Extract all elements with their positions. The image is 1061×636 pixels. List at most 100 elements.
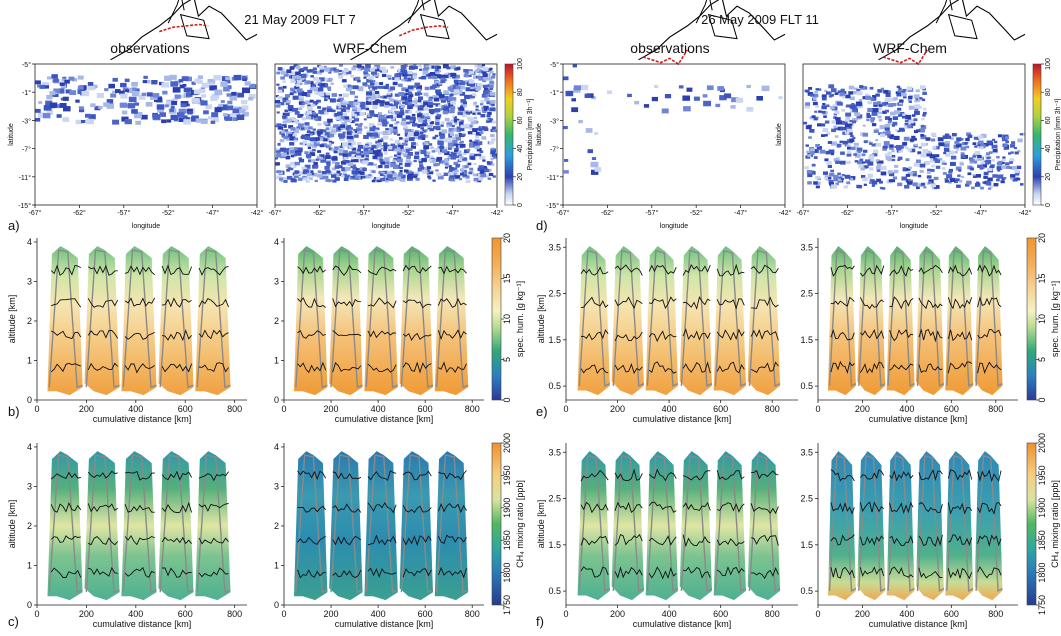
precip-pixel: [275, 148, 279, 151]
precip-pixel: [464, 123, 470, 128]
precip-pixel: [351, 67, 356, 71]
precip-pixel: [1001, 165, 1007, 169]
plot-frame: [274, 63, 498, 206]
contour-line: [918, 501, 943, 514]
precip-pixel: [407, 86, 412, 90]
precip-pixel: [392, 129, 398, 134]
precip-pixel: [859, 158, 864, 162]
precip-pixel: [293, 64, 298, 68]
precip-pixel: [455, 155, 459, 159]
precip-pixel: [435, 80, 440, 84]
colorbar-tick-label: 0: [517, 203, 524, 207]
precip-pixel: [348, 142, 352, 146]
precip-pixel: [414, 97, 418, 101]
contour-line: [332, 362, 362, 373]
precip-pixel: [309, 99, 314, 103]
precip-pixel: [284, 109, 289, 113]
precip-pixel: [353, 118, 359, 122]
precip-pixel: [305, 164, 309, 168]
precip-pixel: [907, 148, 912, 152]
precip-pixel: [478, 76, 484, 81]
precip-pixel: [353, 102, 358, 106]
precip-pixel: [965, 137, 970, 142]
precip-pixel: [997, 169, 1001, 172]
contour-line: [648, 566, 677, 580]
precip-pixel: [305, 93, 311, 97]
colorbar-tick-label: 20: [517, 173, 524, 181]
precip-pixel: [359, 150, 364, 154]
colorbar-scale: [1026, 442, 1037, 606]
y-tick-label: -7°: [550, 146, 559, 154]
precip-pixel: [277, 89, 283, 94]
precip-pixel: [366, 132, 373, 137]
precip-pixel: [328, 71, 332, 74]
precip-pixel: [363, 151, 370, 155]
precip-pixel: [238, 108, 246, 114]
precip-pixel: [400, 99, 405, 103]
precip-pixel: [465, 179, 471, 183]
precip-pixel: [435, 122, 440, 126]
precip-pixel: [489, 118, 494, 121]
precip-pixel: [437, 140, 444, 145]
x-tick-label: -57°: [117, 209, 130, 217]
precip-pixel: [895, 91, 900, 94]
precip-pixel: [447, 142, 454, 147]
x-tick-label: 200: [324, 404, 339, 414]
precip-pixel: [434, 134, 439, 138]
precip-pixel: [489, 103, 493, 106]
precip-pixel: [300, 113, 304, 117]
precip-pixel: [400, 151, 405, 154]
precip-pixel: [51, 74, 58, 79]
precip-pixel: [944, 141, 950, 145]
precip-pixel: [451, 124, 455, 128]
precip-pixel: [388, 77, 392, 80]
precip-pixel: [921, 118, 925, 121]
precip-pixel: [365, 64, 371, 69]
y-tick-label: 0: [274, 600, 279, 610]
precip-pixel: [1009, 158, 1015, 162]
precip-pixel: [402, 73, 408, 77]
contour-line: [751, 566, 779, 579]
precip-pixel: [180, 103, 187, 108]
precip-pixel: [312, 67, 317, 71]
precip-pixel: [313, 117, 318, 121]
precip-pixel: [996, 178, 1000, 182]
precip-pixel: [871, 180, 878, 185]
precip-pixel: [983, 142, 989, 147]
x-tick-label: 400: [128, 609, 143, 619]
precip-pixel: [821, 94, 827, 98]
y-tick-label: -7°: [22, 146, 31, 154]
precip-pixel: [354, 95, 359, 99]
precip-pixel: [297, 148, 302, 152]
precip-pixel: [469, 139, 473, 142]
precip-pixel: [347, 162, 354, 166]
precip-pixel: [233, 75, 242, 81]
precip-pixel: [862, 177, 868, 181]
precip-pixel: [339, 149, 344, 154]
precip-pixel: [1008, 152, 1012, 155]
precip-pixel: [983, 171, 989, 176]
precip-pixel: [319, 176, 325, 180]
precip-pixel: [277, 67, 283, 71]
x-tick-label: 400: [899, 609, 914, 619]
precip-pixel: [863, 149, 868, 153]
precip-pixel: [451, 127, 457, 132]
precip-pixel: [852, 108, 857, 112]
precip-pixel: [468, 74, 472, 77]
precip-pixel: [326, 77, 332, 82]
precip-pixel: [317, 134, 321, 137]
precip-pixel: [402, 153, 407, 157]
precip-pixel: [328, 131, 333, 135]
precip-pixel: [706, 85, 714, 91]
precip-pixel: [894, 145, 898, 148]
y-tick-label: 2: [274, 316, 279, 326]
precip-pixel: [399, 111, 405, 116]
precip-pixel: [293, 128, 299, 133]
x-axis-label: cumulative distance [km]: [93, 619, 192, 629]
precip-pixel: [911, 135, 916, 139]
precip-pixel: [338, 165, 343, 169]
precip-pixel: [317, 83, 322, 87]
precip-pixel: [400, 104, 406, 108]
precip-pixel: [416, 88, 421, 92]
panel-letter-e: e): [536, 404, 548, 419]
